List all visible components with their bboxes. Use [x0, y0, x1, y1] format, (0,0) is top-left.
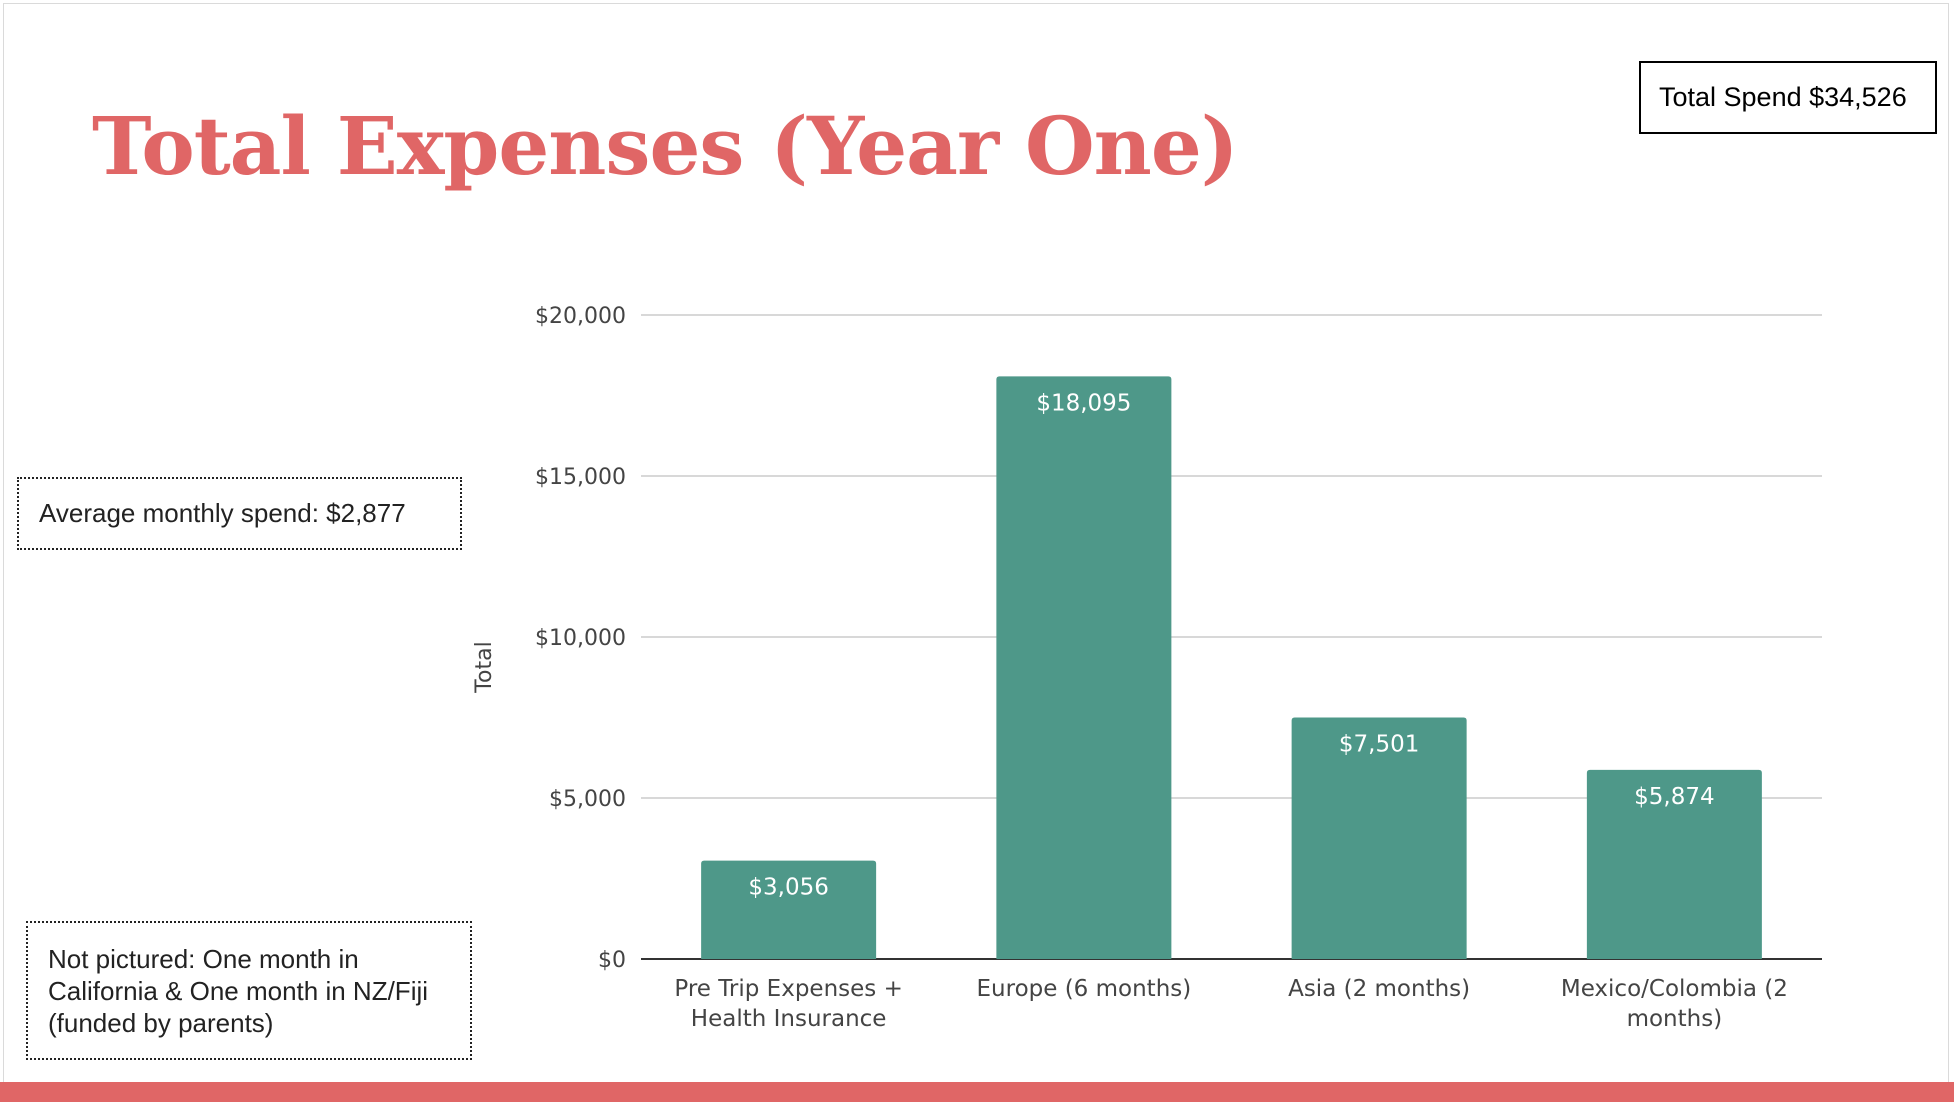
- bar-value-label: $5,874: [1634, 784, 1714, 810]
- x-tick-label: Mexico/Colombia (2: [1561, 976, 1788, 1002]
- y-tick-label: $15,000: [535, 465, 626, 490]
- label-layer: $0 $5,000 $10,000 $15,000 $20,000 Total $3,056…: [472, 304, 1788, 1032]
- slide: Total Expenses (Year One) Total Spend $3…: [3, 3, 1949, 1099]
- y-tick-label: $10,000: [535, 626, 626, 651]
- total-spend-text: Total Spend $34,526: [1659, 82, 1907, 112]
- bar-layer: [701, 376, 1762, 959]
- x-tick-label: Europe (6 months): [977, 976, 1192, 1002]
- x-tick-label: Asia (2 months): [1288, 976, 1470, 1002]
- bar: [1291, 717, 1467, 959]
- x-tick-label: months): [1627, 1006, 1723, 1032]
- y-tick-label: $20,000: [535, 304, 626, 329]
- x-tick-label: Pre Trip Expenses +: [674, 976, 902, 1002]
- bar-value-label: $3,056: [748, 875, 828, 901]
- bar: [701, 860, 877, 959]
- average-spend-note: Average monthly spend: $2,877: [17, 477, 462, 550]
- x-tick-label: Health Insurance: [691, 1006, 887, 1032]
- bar: [1586, 769, 1762, 959]
- y-tick-label: $5,000: [549, 787, 626, 812]
- slide-title: Total Expenses (Year One): [92, 99, 1239, 193]
- bar: [996, 376, 1172, 959]
- not-pictured-note: Not pictured: One month in California & …: [26, 921, 472, 1060]
- bar-chart: $0 $5,000 $10,000 $15,000 $20,000 Total $3,056…: [472, 304, 1822, 1032]
- average-spend-text: Average monthly spend: $2,877: [39, 498, 406, 528]
- y-tick-label: $0: [598, 948, 626, 973]
- bar-value-label: $7,501: [1339, 731, 1419, 757]
- y-axis-title: Total: [472, 641, 497, 693]
- bar-value-label: $18,095: [1036, 390, 1131, 416]
- total-spend-box: Total Spend $34,526: [1639, 61, 1937, 134]
- footer-bar: [0, 1082, 1954, 1102]
